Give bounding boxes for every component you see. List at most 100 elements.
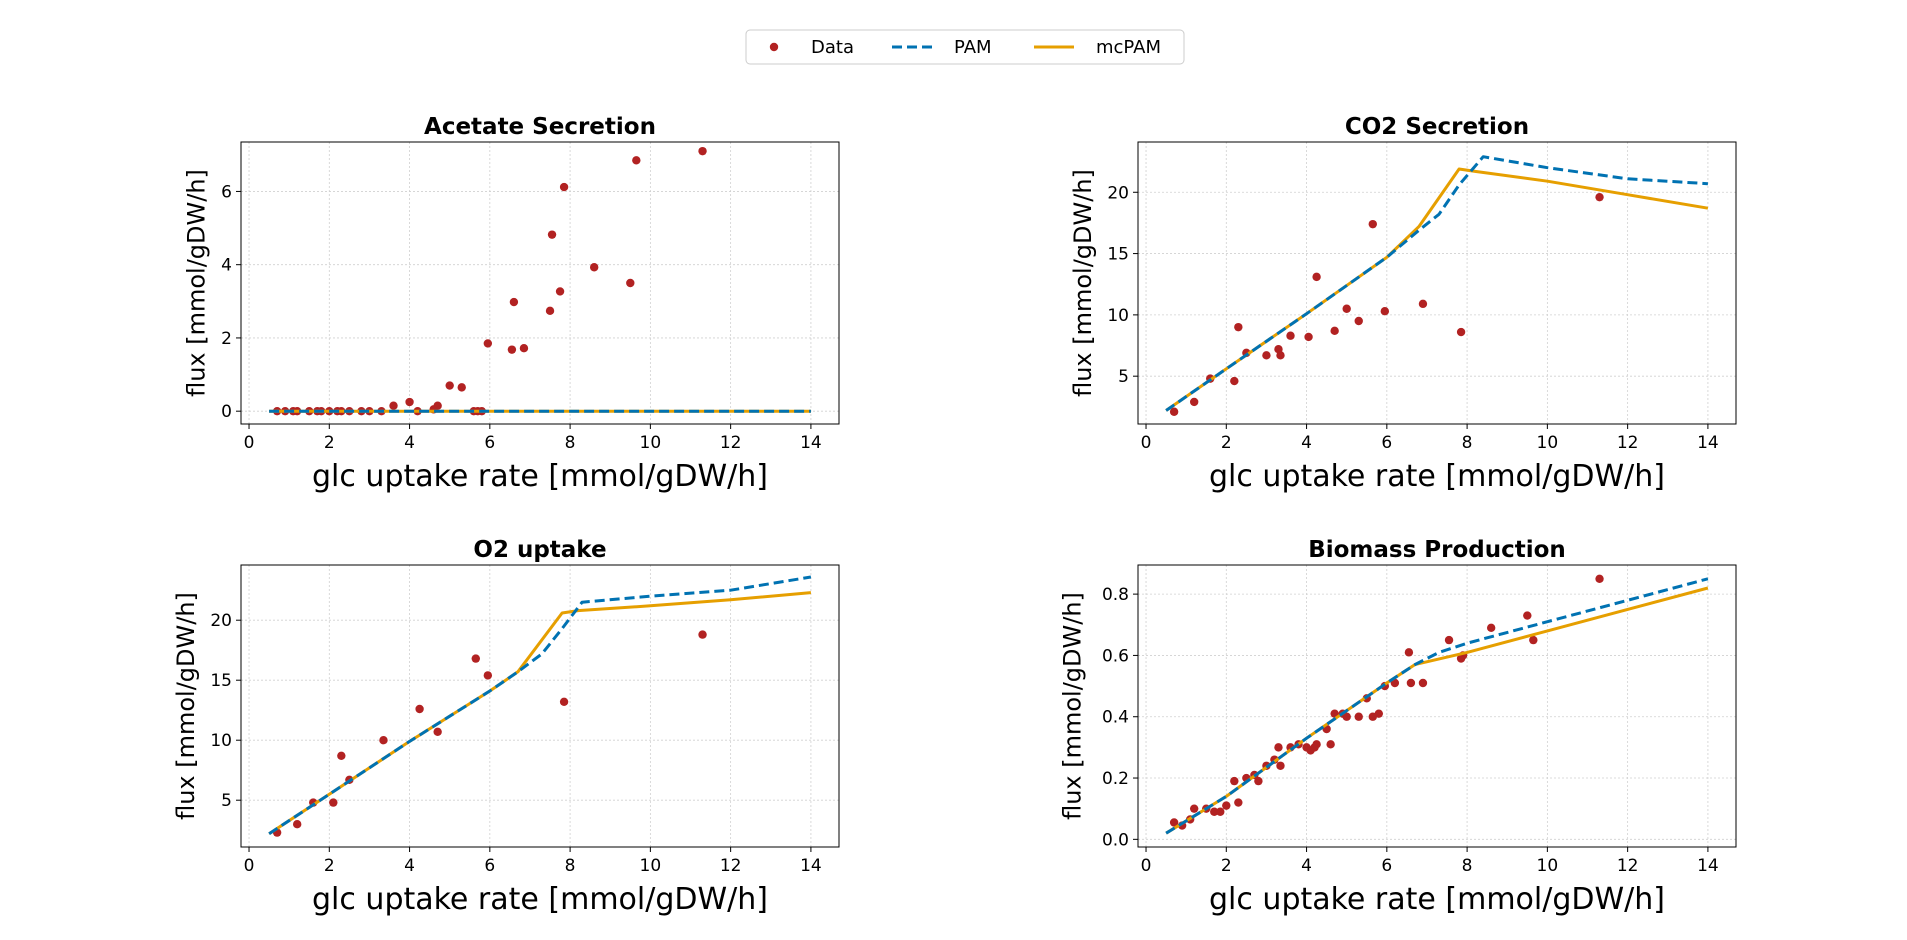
series-pam-line: [1165, 577, 1709, 835]
x-tick-label: 8: [565, 856, 576, 876]
x-axis-label: glc uptake rate [mmol/gDW/h]: [312, 459, 768, 494]
x-tick-label: 0: [244, 433, 255, 453]
data-point: [292, 820, 302, 829]
data-point: [1444, 635, 1454, 645]
data-point: [626, 278, 635, 288]
panel-acetate-secretion: 0 2 4 6 8 10 12 14 0 2 4 6 Acetate Secretion glc upta…: [183, 114, 840, 494]
y-axis-label: flux [mmol/gDW/h]: [183, 169, 211, 397]
panel-o2-uptake: 0 2 4 6 8 10 12 14 5 10 15 20 O2 uptake glc uptake ra…: [172, 537, 840, 917]
data-point: [483, 671, 493, 680]
plot-frame: [240, 564, 840, 848]
x-tick-label: 10: [1537, 856, 1559, 876]
x-tick-label: 4: [1301, 856, 1312, 876]
legend-label: mcPAM: [1096, 37, 1161, 58]
data-point: [559, 697, 569, 706]
series-mcpam-line: [1165, 586, 1709, 835]
series-layer: [1165, 155, 1709, 416]
x-tick-label: 6: [1381, 856, 1392, 876]
data-point: [1326, 740, 1335, 749]
plot-frame: [240, 141, 840, 425]
x-tick-label: 10: [640, 433, 662, 453]
y-tick-label: 20: [210, 611, 232, 631]
plot-frame: [1137, 564, 1737, 848]
data-point: [1342, 304, 1351, 313]
series-pam-line: [1165, 155, 1708, 412]
x-tick-label: 2: [1221, 856, 1232, 876]
data-point: [698, 146, 707, 156]
data-point: [509, 297, 519, 307]
data-point: [1374, 709, 1384, 718]
x-tick-label: 10: [1537, 433, 1559, 453]
data-point: [1330, 326, 1339, 336]
y-tick-label: 0.6: [1102, 646, 1129, 666]
data-point: [1456, 327, 1466, 337]
y-tick-label: 4: [221, 256, 232, 276]
data-point: [389, 401, 398, 410]
chart-title: O2 uptake: [473, 537, 606, 563]
data-point: [1234, 798, 1243, 807]
data-point: [405, 397, 414, 407]
legend-entry-mcpam: mcPAM: [1034, 37, 1161, 58]
x-tick-label: 14: [1697, 433, 1719, 453]
data-point: [1169, 818, 1179, 827]
plot-frame: [1137, 141, 1737, 425]
x-tick-label: 8: [1462, 856, 1473, 876]
data-point: [1529, 635, 1538, 645]
y-tick-label: 0.2: [1102, 769, 1129, 789]
chart-title: Acetate Secretion: [424, 114, 656, 140]
data-point: [1230, 376, 1239, 386]
data-point: [589, 263, 599, 272]
legend-frame: [745, 29, 1185, 65]
data-point: [1368, 219, 1377, 229]
data-point: [1312, 272, 1321, 282]
x-tick-label: 12: [720, 856, 742, 876]
x-tick-label: 10: [640, 856, 662, 876]
series-layer: [269, 146, 811, 416]
legend-label: Data: [811, 37, 854, 58]
data-point: [1595, 574, 1604, 583]
data-point: [1189, 397, 1199, 407]
data-point: [1222, 801, 1231, 810]
data-point: [1354, 712, 1363, 721]
panel-biomass-production: 0 2 4 6 8 10 12 14 0.0 0.2 0.4 0.6 0.8 Biomass Produc…: [1059, 537, 1737, 917]
data-point: [445, 381, 454, 390]
x-axis-label: glc uptake rate [mmol/gDW/h]: [1209, 459, 1665, 494]
data-point: [457, 383, 466, 392]
series-mcpam-line: [1165, 167, 1709, 412]
data-point: [519, 343, 529, 353]
data-point: [1486, 623, 1496, 633]
legend-marker: [769, 42, 779, 52]
y-tick-label: 0.8: [1102, 585, 1129, 605]
y-tick-label: 5: [221, 791, 232, 811]
y-tick-label: 0: [221, 402, 232, 422]
legend-entry-pam: PAM: [892, 37, 992, 58]
x-axis-label: glc uptake rate [mmol/gDW/h]: [312, 882, 768, 917]
data-point: [1276, 761, 1285, 770]
x-tick-label: 2: [324, 856, 335, 876]
data-point: [1406, 678, 1416, 688]
data-point: [433, 727, 442, 736]
data-point: [1274, 743, 1283, 752]
x-tick-label: 0: [244, 856, 255, 876]
y-axis-label: flux [mmol/gDW/h]: [1069, 169, 1097, 397]
data-point: [547, 230, 557, 239]
data-point: [1523, 611, 1532, 620]
y-tick-label: 2: [221, 329, 232, 349]
x-tick-label: 12: [720, 433, 742, 453]
series-mcpam-line: [268, 591, 812, 836]
data-point: [545, 306, 555, 316]
y-tick-label: 10: [1107, 306, 1129, 326]
data-point: [1390, 678, 1400, 688]
y-tick-label: 5: [1118, 367, 1129, 387]
data-point: [1210, 807, 1219, 816]
data-point: [507, 345, 517, 354]
y-tick-label: 10: [210, 731, 232, 751]
x-tick-label: 4: [404, 433, 415, 453]
y-axis-label: flux [mmol/gDW/h]: [1059, 592, 1087, 820]
y-tick-label: 15: [1107, 245, 1129, 265]
data-point: [1189, 804, 1199, 813]
data-point: [1254, 776, 1263, 786]
data-point: [1595, 192, 1604, 202]
data-point: [1169, 407, 1179, 416]
